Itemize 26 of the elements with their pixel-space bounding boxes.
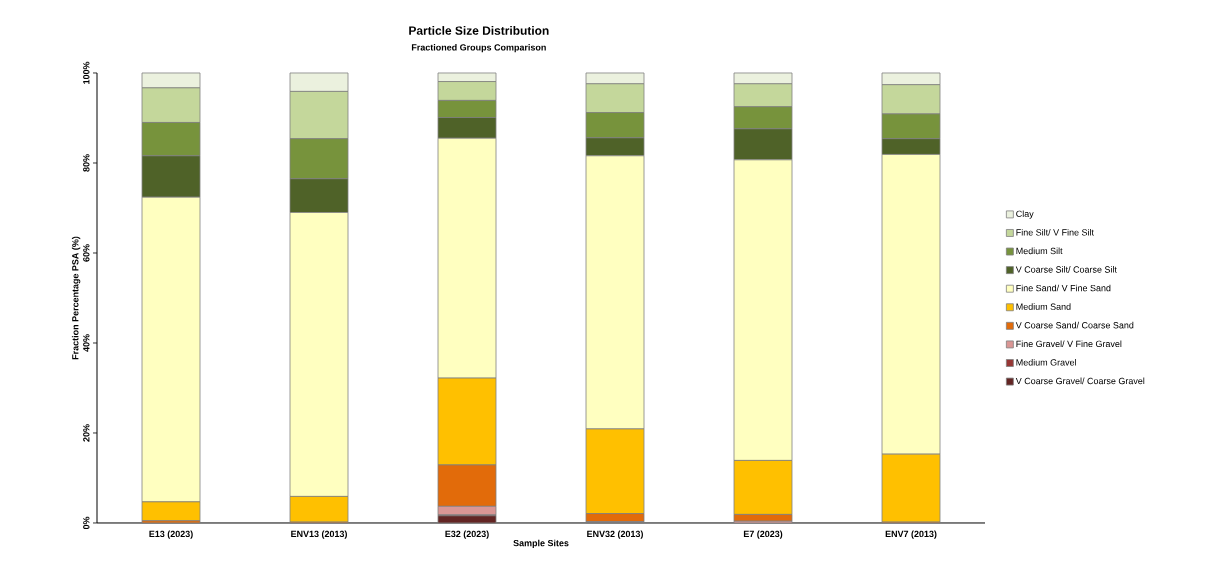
y-tick-label: 80%	[83, 154, 90, 172]
legend-label: Medium Sand	[1016, 303, 1071, 310]
legend-label: Fine Sand/ V Fine Sand	[1016, 284, 1111, 292]
x-tick-label: E13 (2023)	[149, 530, 193, 539]
y-tick-label: 20%	[83, 424, 90, 442]
x-tick-label: ENV13 (2013)	[291, 530, 347, 539]
x-axis-title: Sample Sites	[513, 539, 569, 549]
legend-label: V Coarse Gravel/ Coarse Gravel	[1015, 377, 1145, 385]
y-tick-label: 40%	[83, 334, 90, 352]
legend-label: V Coarse Sand/ Coarse Sand	[1015, 321, 1134, 329]
chart-subtitle: Fractioned Groups Comparison	[411, 43, 546, 53]
legend-label: V Coarse Silt/ Coarse Silt	[1015, 266, 1117, 273]
chart-title: Particle Size Distribution	[409, 26, 549, 35]
y-tick-label: 100%	[83, 61, 90, 84]
y-tick-label: 60%	[83, 244, 90, 262]
x-tick-label: ENV32 (2013)	[587, 530, 643, 539]
legend-label: Fine Silt/ V Fine Silt	[1016, 228, 1094, 236]
x-tick-label: E32 (2023)	[445, 530, 489, 539]
y-tick-label: 0%	[83, 516, 90, 530]
legend-label: Medium Gravel	[1016, 359, 1076, 366]
legend-label: Clay	[1016, 210, 1034, 219]
x-tick-label: E7 (2023)	[743, 530, 783, 539]
y-axis-title: Fraction Percentage PSA (%)	[71, 236, 81, 360]
legend-label: Fine Gravel/ V Fine Gravel	[1016, 340, 1122, 348]
legend-label: Medium Silt	[1016, 247, 1063, 255]
x-tick-label: ENV7 (2013)	[885, 530, 937, 539]
